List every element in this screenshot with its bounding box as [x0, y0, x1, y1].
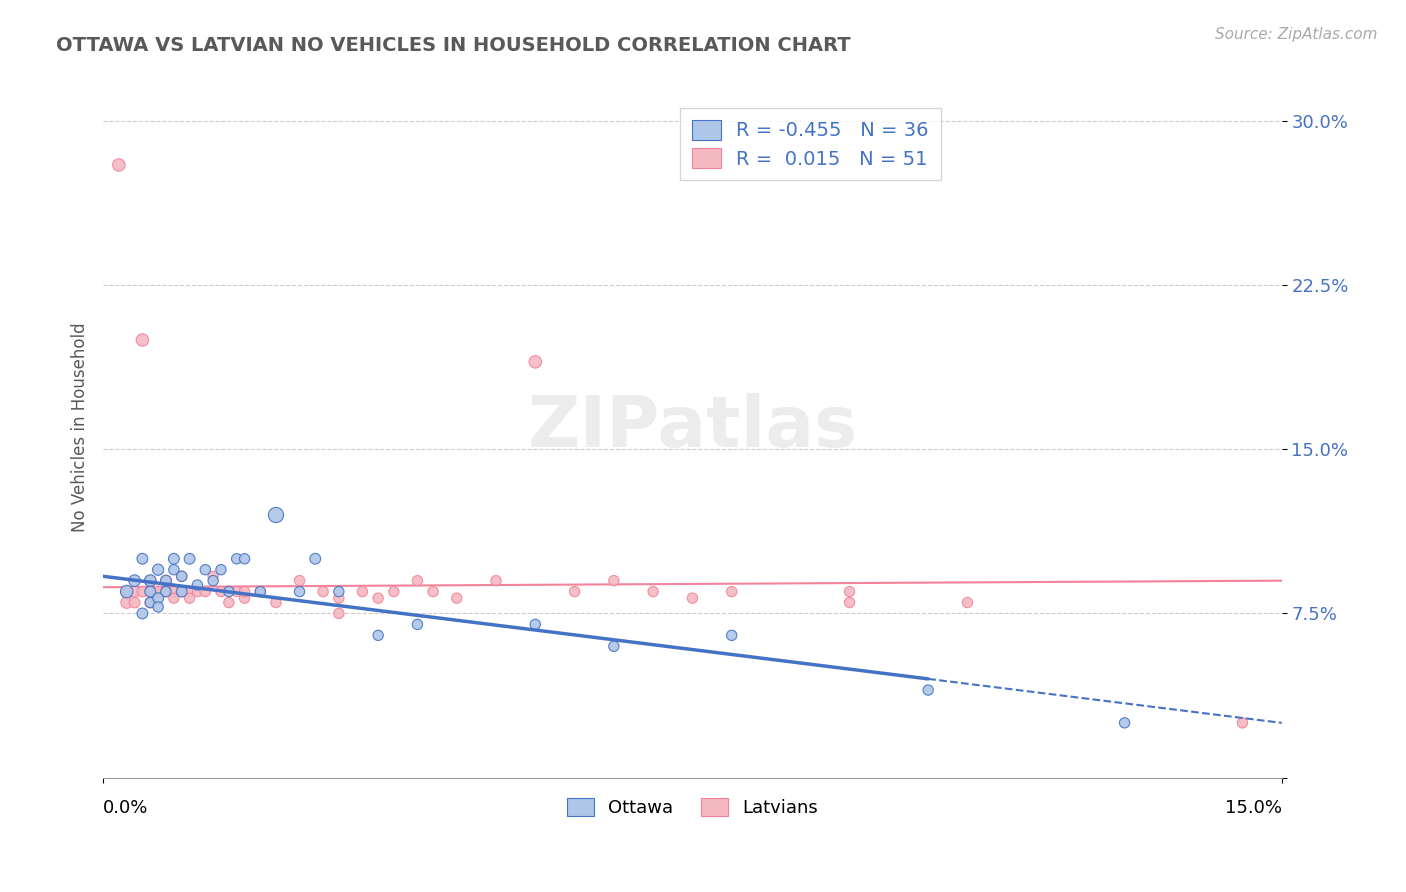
Text: OTTAWA VS LATVIAN NO VEHICLES IN HOUSEHOLD CORRELATION CHART: OTTAWA VS LATVIAN NO VEHICLES IN HOUSEHO…: [56, 36, 851, 54]
Point: [163, 563, 186, 577]
Point: [603, 574, 626, 588]
Point: [352, 584, 374, 599]
Point: [233, 584, 256, 599]
Point: [155, 584, 177, 599]
Legend: Ottawa, Latvians: Ottawa, Latvians: [560, 790, 825, 824]
Point: [406, 574, 429, 588]
Point: [115, 584, 138, 599]
Point: [202, 569, 225, 583]
Point: [139, 574, 162, 588]
Point: [328, 591, 350, 606]
Point: [163, 551, 186, 566]
Point: [288, 584, 311, 599]
Point: [446, 591, 468, 606]
Point: [146, 584, 169, 599]
Point: [304, 551, 326, 566]
Point: [249, 584, 271, 599]
Point: [720, 584, 742, 599]
Y-axis label: No Vehicles in Household: No Vehicles in Household: [72, 323, 89, 533]
Point: [328, 607, 350, 621]
Point: [367, 628, 389, 642]
Point: [249, 584, 271, 599]
Point: [146, 563, 169, 577]
Point: [108, 158, 131, 172]
Point: [382, 584, 405, 599]
Point: [225, 584, 247, 599]
Text: 15.0%: 15.0%: [1225, 798, 1282, 816]
Point: [264, 508, 287, 522]
Point: [170, 569, 193, 583]
Point: [131, 607, 153, 621]
Point: [564, 584, 586, 599]
Point: [485, 574, 508, 588]
Point: [1232, 715, 1254, 730]
Point: [139, 595, 162, 609]
Point: [155, 574, 177, 588]
Point: [163, 591, 186, 606]
Point: [170, 569, 193, 583]
Point: [225, 551, 247, 566]
Point: [406, 617, 429, 632]
Point: [603, 640, 626, 654]
Point: [422, 584, 444, 599]
Text: Source: ZipAtlas.com: Source: ZipAtlas.com: [1215, 27, 1378, 42]
Point: [186, 584, 208, 599]
Point: [681, 591, 703, 606]
Point: [209, 584, 232, 599]
Point: [524, 355, 547, 369]
Point: [367, 591, 389, 606]
Point: [917, 683, 939, 698]
Point: [124, 584, 146, 599]
Text: ZIPatlas: ZIPatlas: [527, 393, 858, 462]
Point: [312, 584, 335, 599]
Point: [115, 584, 138, 599]
Point: [643, 584, 665, 599]
Point: [115, 595, 138, 609]
Point: [146, 591, 169, 606]
Point: [288, 574, 311, 588]
Point: [218, 584, 240, 599]
Point: [131, 551, 153, 566]
Point: [179, 551, 201, 566]
Point: [179, 584, 201, 599]
Point: [146, 584, 169, 599]
Point: [139, 584, 162, 599]
Point: [956, 595, 979, 609]
Point: [209, 563, 232, 577]
Point: [139, 574, 162, 588]
Point: [170, 584, 193, 599]
Point: [163, 584, 186, 599]
Point: [155, 574, 177, 588]
Point: [328, 584, 350, 599]
Point: [218, 595, 240, 609]
Point: [838, 595, 860, 609]
Point: [170, 584, 193, 599]
Point: [146, 599, 169, 614]
Point: [194, 584, 217, 599]
Point: [155, 584, 177, 599]
Point: [139, 584, 162, 599]
Text: 0.0%: 0.0%: [103, 798, 149, 816]
Point: [131, 333, 153, 347]
Point: [124, 595, 146, 609]
Point: [131, 584, 153, 599]
Point: [194, 563, 217, 577]
Point: [233, 551, 256, 566]
Point: [233, 591, 256, 606]
Point: [838, 584, 860, 599]
Point: [264, 595, 287, 609]
Point: [202, 574, 225, 588]
Point: [524, 617, 547, 632]
Point: [139, 595, 162, 609]
Point: [1114, 715, 1136, 730]
Point: [124, 574, 146, 588]
Point: [720, 628, 742, 642]
Point: [186, 578, 208, 592]
Point: [179, 591, 201, 606]
